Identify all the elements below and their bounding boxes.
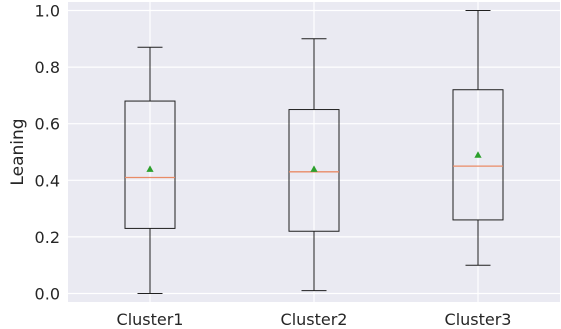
y-tick-label: 0.0 <box>35 285 60 304</box>
x-tick-label: Cluster1 <box>117 310 184 329</box>
iqr-box <box>288 109 340 232</box>
y-tick-label: 0.6 <box>35 115 60 134</box>
x-tick-label: Cluster2 <box>281 310 348 329</box>
mean-marker <box>474 151 482 158</box>
y-axis-label: Leaning <box>8 118 28 185</box>
y-tick-label: 0.2 <box>35 228 60 247</box>
box-cluster3 <box>452 9 504 266</box>
box-cluster2 <box>288 38 340 292</box>
boxes <box>124 9 504 295</box>
box-cluster1 <box>124 46 176 295</box>
mean-marker <box>146 165 154 172</box>
mean-marker <box>310 165 318 172</box>
y-tick-label: 0.8 <box>35 58 60 77</box>
y-tick-label: 0.4 <box>35 171 60 190</box>
iqr-box <box>124 100 176 229</box>
x-tick-labels: Cluster1 Cluster2 Cluster3 <box>117 310 512 329</box>
x-tick-label: Cluster3 <box>445 310 512 329</box>
y-tick-label: 1.0 <box>35 1 60 20</box>
iqr-box <box>452 89 504 221</box>
y-tick-labels: 0.0 0.2 0.4 0.6 0.8 1.0 <box>35 1 60 303</box>
